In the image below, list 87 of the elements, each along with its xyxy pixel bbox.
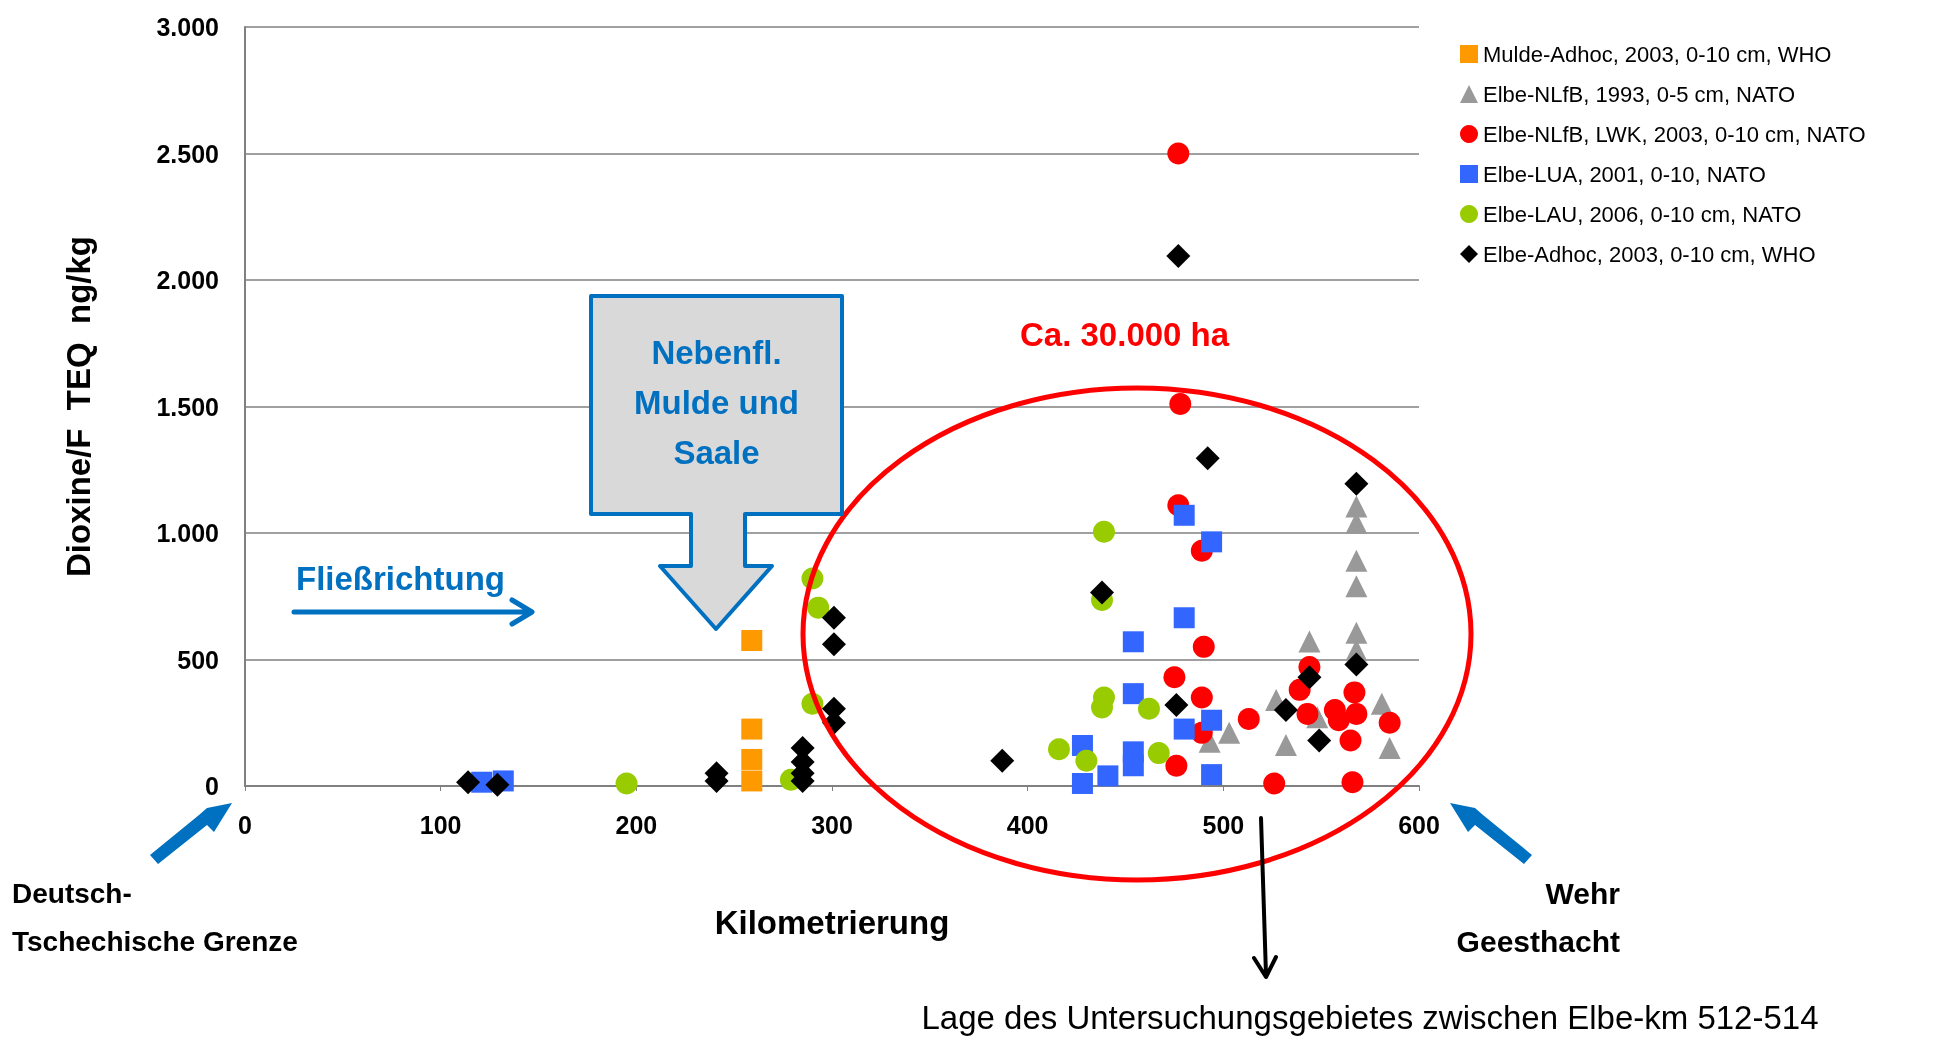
point — [1093, 520, 1115, 543]
text: Deutsch-Tschechische Grenze — [12, 877, 299, 959]
y-tick-label: 500 — [177, 645, 219, 674]
point — [1075, 749, 1098, 772]
point — [741, 748, 763, 770]
point — [1297, 665, 1322, 690]
point — [1341, 771, 1364, 794]
legend-label: Elbe-LUA, 2001, 0-10, NATO — [1483, 161, 1766, 187]
x-tick-label: 400 — [1006, 810, 1049, 839]
x-tick-label: 0 — [238, 810, 252, 839]
point — [1048, 738, 1070, 761]
y-tick-label: 1.000 — [156, 519, 219, 547]
legend-label: Elbe-LAU, 2006, 0-10 cm, NATO — [1483, 201, 1802, 227]
y-tick-label: 0 — [205, 772, 219, 800]
point — [1201, 764, 1223, 786]
point — [485, 772, 510, 797]
x-tick-label: 200 — [615, 810, 658, 839]
annotation: Nebenfl. Mulde und Saale — [633, 333, 800, 473]
point — [1298, 630, 1321, 653]
point — [741, 630, 763, 652]
point — [1237, 707, 1260, 730]
point — [1122, 683, 1144, 705]
point — [1263, 772, 1286, 795]
legend-label: Elbe-NLfB, 1993, 0-5 cm, NATO — [1483, 81, 1796, 107]
y-tick-label: 2.500 — [156, 139, 219, 168]
legend-label: Mulde-Adhoc, 2003, 0-10 cm, WHO — [1483, 41, 1832, 67]
point — [1307, 728, 1332, 753]
text: Wehr Geesthacht — [1455, 876, 1620, 960]
point — [1378, 737, 1401, 760]
point — [1345, 495, 1368, 518]
point — [1163, 666, 1186, 689]
point — [1169, 392, 1192, 415]
point — [1071, 772, 1093, 794]
annotation: Ca. 30.000 ha — [1020, 315, 1230, 355]
point — [741, 770, 763, 792]
x-tick-label: 100 — [419, 810, 462, 839]
y-tick-label: 3.000 — [156, 13, 219, 41]
point — [1201, 531, 1223, 553]
point — [1164, 693, 1189, 718]
x-tick-label: 500 — [1202, 810, 1245, 839]
point — [821, 632, 846, 657]
point — [1345, 621, 1368, 644]
point — [1378, 711, 1401, 734]
point — [1192, 635, 1215, 658]
point — [1296, 702, 1319, 725]
point — [1195, 446, 1220, 471]
y-tick-label: 2.000 — [156, 266, 219, 294]
point — [1218, 721, 1241, 744]
point — [1345, 549, 1368, 572]
point — [1345, 702, 1368, 725]
point — [1343, 681, 1366, 704]
point — [1122, 631, 1144, 653]
point — [456, 770, 481, 795]
point — [990, 748, 1015, 773]
x-tick-label: 600 — [1398, 810, 1440, 839]
point — [1167, 142, 1190, 165]
y-axis-title: Dioxine/F TEQ ng/kg — [60, 235, 97, 578]
annotation: Fließrichtung — [296, 559, 505, 599]
point — [1090, 580, 1115, 605]
point — [1201, 709, 1223, 731]
point — [807, 596, 830, 619]
point — [1173, 607, 1195, 629]
point — [1165, 754, 1188, 777]
text: Lage des Untersuchungsgebietes zwischen Elbe-km 512-514 — [920, 998, 1820, 1038]
x-tick-label: 300 — [811, 810, 853, 839]
point — [1344, 652, 1369, 677]
point — [1173, 504, 1195, 526]
y-tick-label: 1.500 — [156, 392, 219, 421]
point — [1166, 243, 1191, 268]
point — [1327, 709, 1350, 732]
legend-label: Elbe-Adhoc, 2003, 0-10 cm, WHO — [1483, 241, 1816, 267]
point — [1138, 697, 1160, 720]
point — [1274, 734, 1297, 757]
point — [1344, 471, 1369, 496]
legend-label: Elbe-NLfB, LWK, 2003, 0-10 cm, NATO — [1483, 121, 1866, 147]
point — [1273, 698, 1298, 723]
point — [615, 772, 638, 795]
point — [1147, 742, 1170, 765]
point — [1190, 686, 1213, 709]
point — [1345, 575, 1368, 598]
point — [1097, 765, 1119, 787]
point — [1122, 755, 1144, 777]
point — [741, 718, 763, 740]
x-axis-title: Kilometrierung — [714, 904, 950, 941]
point — [821, 605, 846, 630]
point — [1339, 729, 1362, 752]
point — [1173, 718, 1195, 740]
